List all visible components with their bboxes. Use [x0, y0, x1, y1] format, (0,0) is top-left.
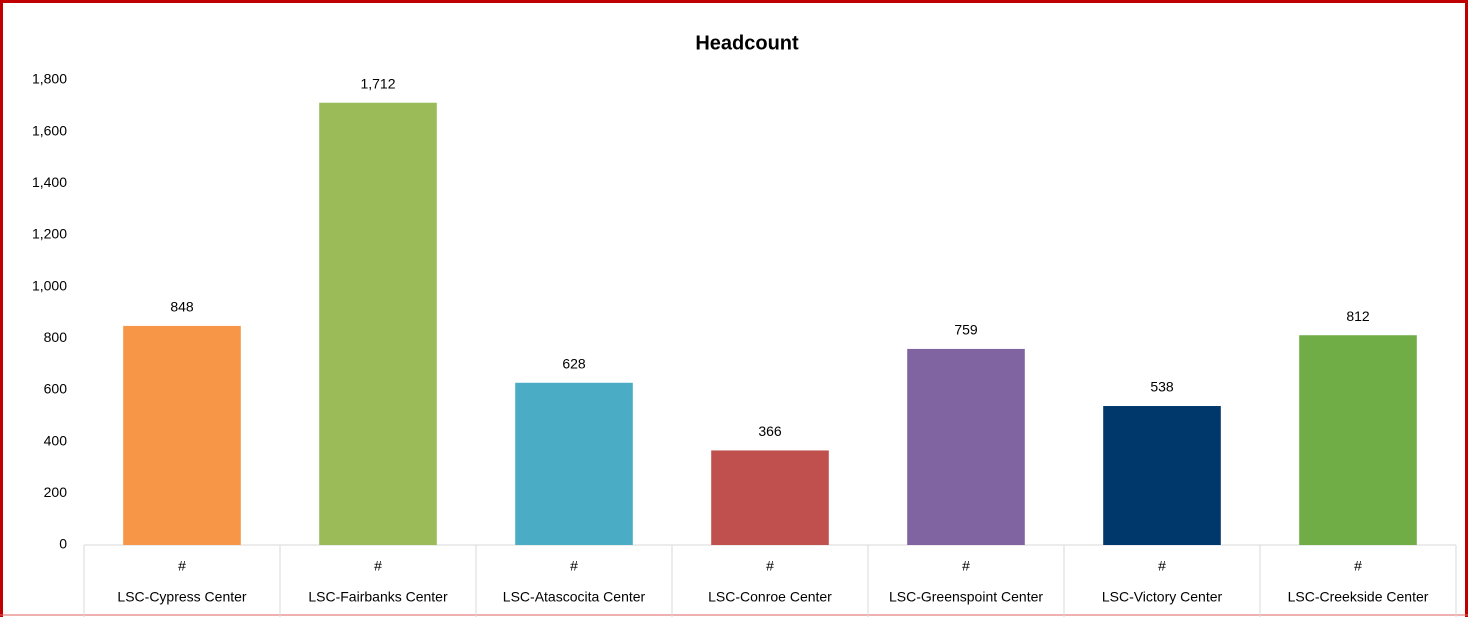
value-label: 1,712	[360, 75, 395, 91]
x-tick-label: LSC-Cypress Center	[117, 589, 246, 605]
x-subcategory-label: #	[1354, 558, 1362, 574]
x-subcategory-label: #	[1158, 558, 1166, 574]
value-label: 848	[170, 299, 194, 315]
x-subcategory-label: #	[374, 558, 382, 574]
x-tick-label: LSC-Fairbanks Center	[308, 589, 448, 605]
y-tick-label: 0	[59, 536, 67, 552]
bar	[907, 348, 1025, 545]
x-subcategory-label: #	[570, 558, 578, 574]
x-tick-label: LSC-Conroe Center	[708, 589, 832, 605]
x-tick-label: LSC-Greenspoint Center	[889, 589, 1043, 605]
bar	[711, 450, 829, 545]
x-subcategory-label: #	[178, 558, 186, 574]
y-tick-label: 1,600	[32, 122, 67, 138]
chart-title: Headcount	[695, 32, 799, 54]
x-subcategory-label: #	[766, 558, 774, 574]
x-tick-label: LSC-Atascocita Center	[503, 589, 646, 605]
y-tick-label: 800	[44, 329, 68, 345]
value-label: 538	[1150, 379, 1174, 395]
x-tick-label: LSC-Creekside Center	[1288, 589, 1429, 605]
bar	[123, 325, 241, 545]
x-subcategory-label: #	[962, 558, 970, 574]
bar	[515, 382, 633, 545]
bar	[1299, 335, 1417, 545]
y-tick-label: 400	[44, 432, 68, 448]
bar	[319, 102, 437, 545]
value-label: 812	[1346, 308, 1370, 324]
y-tick-label: 1,000	[32, 277, 67, 293]
bar	[1103, 406, 1221, 545]
y-tick-label: 600	[44, 381, 68, 397]
x-tick-label: LSC-Victory Center	[1102, 589, 1223, 605]
value-label: 628	[562, 355, 586, 371]
value-label: 366	[758, 423, 782, 439]
y-tick-label: 1,800	[32, 71, 67, 87]
y-tick-label: 1,400	[32, 174, 67, 190]
y-tick-label: 200	[44, 484, 68, 500]
y-tick-label: 1,200	[32, 226, 67, 242]
value-label: 759	[954, 322, 978, 338]
